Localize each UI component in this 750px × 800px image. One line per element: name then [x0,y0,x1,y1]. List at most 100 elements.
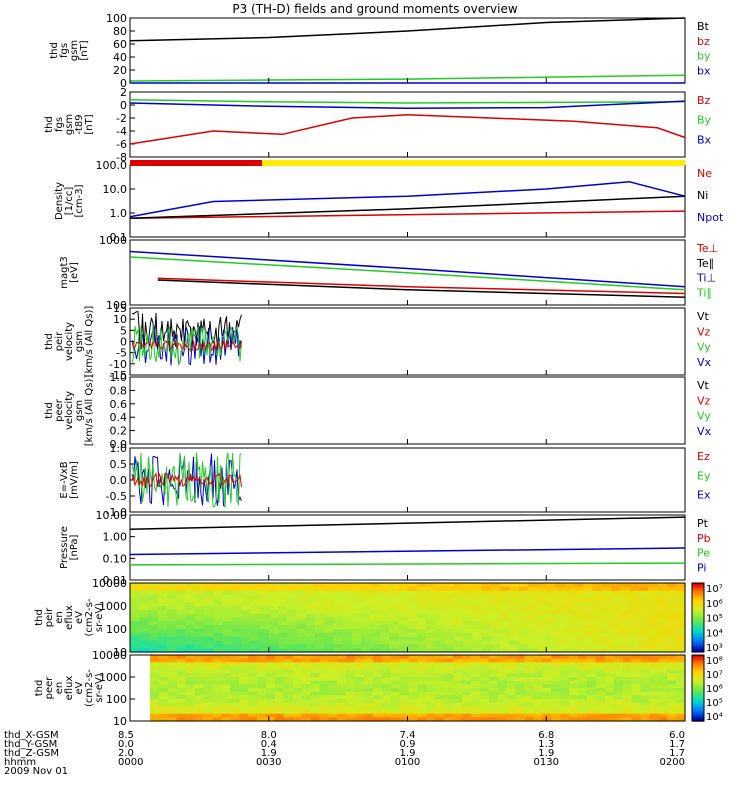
spectrogram-cell [444,598,455,603]
spectrogram-cell [352,644,362,649]
spectrogram-cell [657,640,668,645]
colorbar-cell [692,678,704,681]
spectrogram-cell [315,629,325,634]
colorbar-label: 10⁶ [706,599,723,610]
spectrogram-cell [176,590,187,596]
spectrogram-cell [649,710,659,715]
spectrogram-cell [257,706,267,711]
spectrogram-cell [629,586,640,592]
spectrogram-cell [185,717,196,722]
spectrogram-cell [648,648,658,653]
spectrogram-cell [453,644,464,649]
colorbar-cell [692,627,704,631]
spectrogram-cell [444,677,454,682]
series-Ne [129,210,686,220]
legend-Ti∥: Ti∥ [696,286,712,299]
spectrogram-cell [622,688,633,693]
spectrogram-cell [222,636,233,642]
spectrogram-cell [346,691,356,696]
spectrogram-cell [372,673,383,678]
spectrogram-cell [390,684,401,689]
spectrogram-cell [283,677,294,682]
colorbar-cell [692,709,704,712]
spectrogram-cell [305,621,316,626]
spectrogram-cell [248,706,258,711]
spectrogram-cell [328,695,338,700]
spectrogram-cell [231,590,242,596]
spectrogram-cell [569,702,579,707]
spectrogram-cell [453,713,463,718]
spectrogram-cell [337,710,347,715]
spectrogram-cell [364,710,374,715]
spectrogram-cell [352,590,362,596]
spectrogram-cell [604,658,615,663]
spectrogram-cell [390,662,401,667]
spectrogram-cell [604,673,615,678]
spectrogram-cell [379,609,390,615]
spectrogram-cell [364,673,374,678]
spectrogram-cell [574,609,584,615]
spectrogram-cell [370,621,381,626]
spectrogram-cell [203,699,213,704]
spectrogram-cell [150,677,160,682]
spectrogram-cell [479,684,490,689]
spectrogram-cell [221,662,231,667]
spectrogram-cell [364,713,374,718]
spectrogram-cell [488,710,499,715]
spectrogram-cell [204,590,214,596]
spectrogram-cell [355,658,365,663]
spectrogram-cell [629,602,640,607]
spectrogram-cell [578,666,588,671]
spectrogram-cell [212,677,222,682]
spectrogram-cell [676,702,686,707]
spectrogram-cell [555,598,566,603]
spectrogram-cell [471,710,481,715]
colorbar-cell [692,671,704,674]
spectrogram-cell [158,699,169,704]
spectrogram-cell [278,586,288,592]
spectrogram-cell [185,598,196,603]
spectrogram-cell [463,586,473,592]
spectrogram-cell [629,598,640,603]
spectrogram-cell [364,702,374,707]
spectrogram-cell [416,648,427,653]
spectrogram-cell [324,583,335,588]
y-axis-label-line: [nT] [79,40,90,60]
colorbar-cell [692,664,704,668]
spectrogram-cell [328,706,338,711]
spectrogram-cell [352,617,362,622]
legend-Vx: Vx [697,356,712,369]
x-row-value: 8.0 [261,730,277,741]
spectrogram-cell [305,583,316,588]
spectrogram-cell [274,710,285,715]
spectrogram-cell [435,695,445,700]
spectrogram-cell [342,602,353,607]
spectrogram-cell [372,677,383,682]
spectrogram-cell [515,695,526,700]
spectrogram-cell [490,632,501,638]
spectrogram-cell [265,677,276,682]
y-axis-label-line: -t89 [74,114,85,134]
legend-Bx: Bx [697,133,712,146]
x-row-value: 0130 [534,757,559,768]
spectrogram-cell [278,648,288,653]
spectrogram-cell [426,606,436,611]
spectrogram-cell [667,684,677,689]
series-Ni [129,195,686,220]
spectrogram-cell [346,713,356,718]
spectrogram-cell [417,688,427,693]
spectrogram-cell [268,594,279,599]
spectrogram-cell [631,684,641,689]
spectrogram-cell [355,680,365,685]
spectrogram-cell [283,702,294,707]
spectrogram-cell [250,598,261,603]
noise-blue [131,324,242,366]
spectrogram-cell [328,691,338,696]
spectrogram-cell [620,629,631,634]
spectrogram-cell [390,699,401,704]
spectrogram-cell [268,590,279,596]
spectrogram-cell [203,688,213,693]
spectrogram-cell [638,606,649,611]
spectrogram-cell [370,629,381,634]
spectrogram-cell [506,699,517,704]
